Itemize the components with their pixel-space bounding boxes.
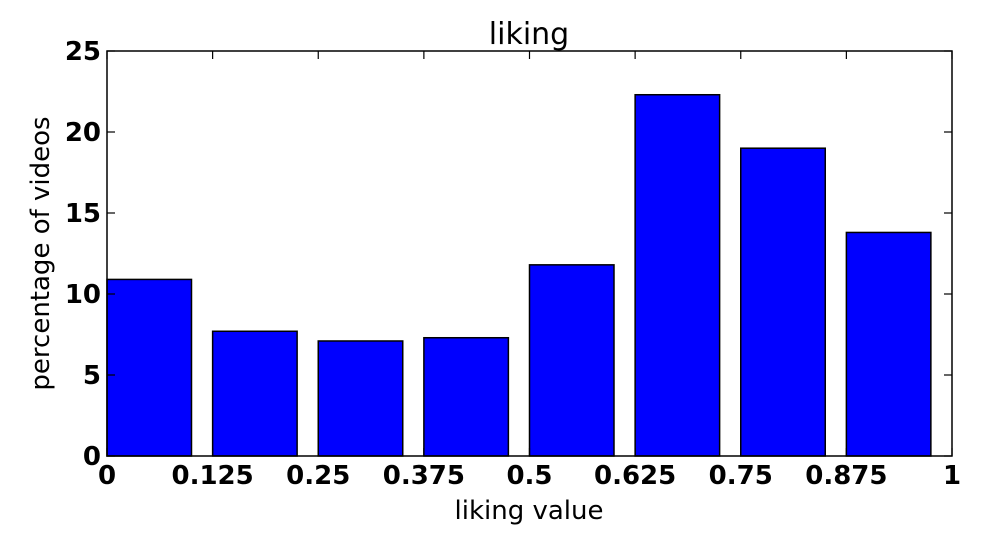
x-tick-label: 0.875 [805,461,887,491]
bar [211,330,298,457]
y-tick-labels: 0 5 10 15 20 25 [65,37,101,472]
bars [106,93,932,457]
y-tick-label: 15 [65,199,101,229]
chart-title: liking [489,17,569,52]
x-tick-label: 0.5 [506,461,552,491]
bar [317,340,404,457]
bar [740,147,826,457]
x-tick-label: 0.75 [709,461,773,491]
y-tick-label: 20 [65,118,101,148]
y-tick-label: 0 [83,442,101,472]
bar [634,93,721,457]
x-tick-label: 0 [98,461,116,491]
x-tick-labels: 0 0.125 0.25 0.375 0.5 0.625 0.75 0.875 1 [98,461,961,491]
y-axis-label: percentage of videos [26,116,56,390]
y-tick-label: 5 [83,361,101,391]
x-tick-label: 0.625 [594,461,676,491]
y-tick-label: 25 [65,37,101,67]
bar [423,336,510,457]
x-tick-label: 1 [943,461,961,491]
x-tick-label: 0.375 [383,461,465,491]
tick-marks [106,50,953,457]
x-tick-label: 0.125 [172,461,254,491]
bar [528,264,615,457]
y-tick-label: 10 [65,280,101,310]
bar [106,278,193,457]
bar [845,231,932,457]
x-tick-label: 0.25 [286,461,350,491]
x-axis-label: liking value [455,496,604,526]
